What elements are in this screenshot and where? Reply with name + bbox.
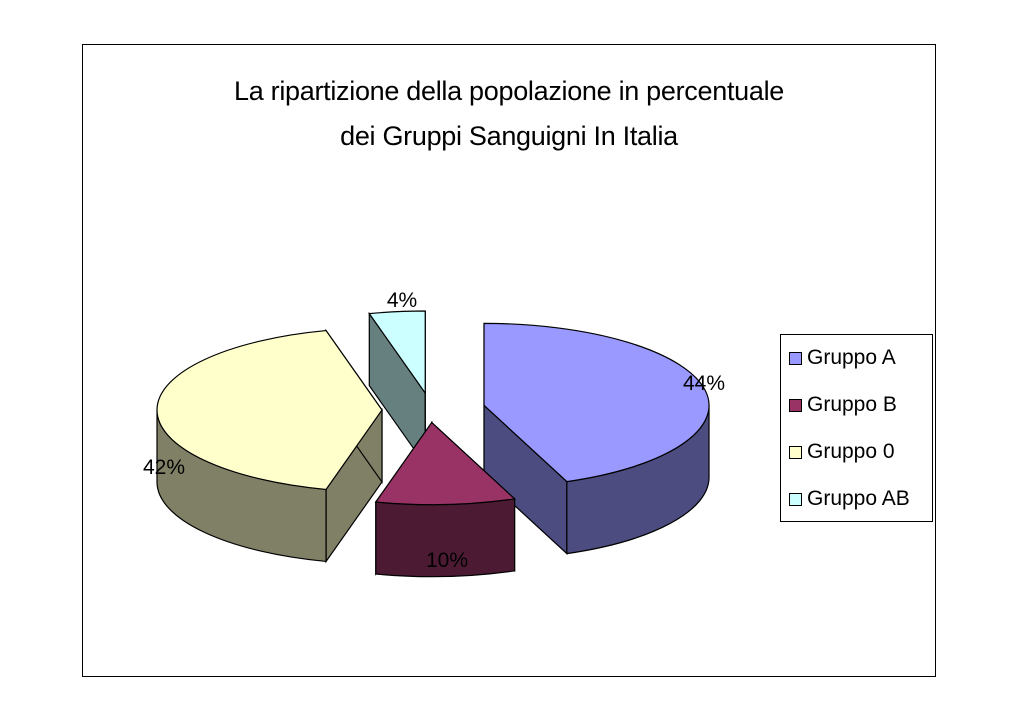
data-label-gruppo-0: 42% [143,456,185,479]
pie-slice-gruppo-ab-top [368,310,426,395]
chart-title-line-2: dei Gruppi Sanguigni In Italia [340,121,678,151]
pie-slice-gruppo-b [374,420,516,578]
legend-item-gruppo-b: Gruppo B [789,392,897,418]
pie-slice-gruppo-ab [368,310,426,467]
pie-slice-gruppo-b-top [374,421,516,506]
legend-label-gruppo-ab: Gruppo AB [807,487,910,510]
data-label-gruppo-a: 44% [683,372,725,395]
legend-label-gruppo-b: Gruppo B [807,393,897,416]
legend-item-gruppo-0: Gruppo 0 [789,439,895,465]
pie-slice-gruppo-a-top [483,322,710,483]
legend-label-gruppo-a: Gruppo A [807,346,896,369]
legend-swatch-gruppo-0 [789,445,802,459]
legend-item-gruppo-ab: Gruppo AB [789,486,910,512]
chart-legend: Gruppo A Gruppo B Gruppo 0 Gruppo AB [780,334,933,522]
legend-item-gruppo-a: Gruppo A [789,345,896,371]
data-label-gruppo-ab: 4% [387,289,417,312]
legend-swatch-gruppo-a [789,351,802,365]
pie-slice-gruppo-0-top [156,329,383,491]
legend-label-gruppo-0: Gruppo 0 [807,440,895,463]
legend-swatch-gruppo-b [789,398,802,412]
pie-slice-gruppo-0 [156,328,383,564]
data-label-gruppo-b: 10% [426,549,468,572]
legend-swatch-gruppo-ab [789,492,802,506]
pie-slice-gruppo-a [483,322,710,555]
chart-title-line-1: La ripartizione della popolazione in per… [234,76,784,106]
